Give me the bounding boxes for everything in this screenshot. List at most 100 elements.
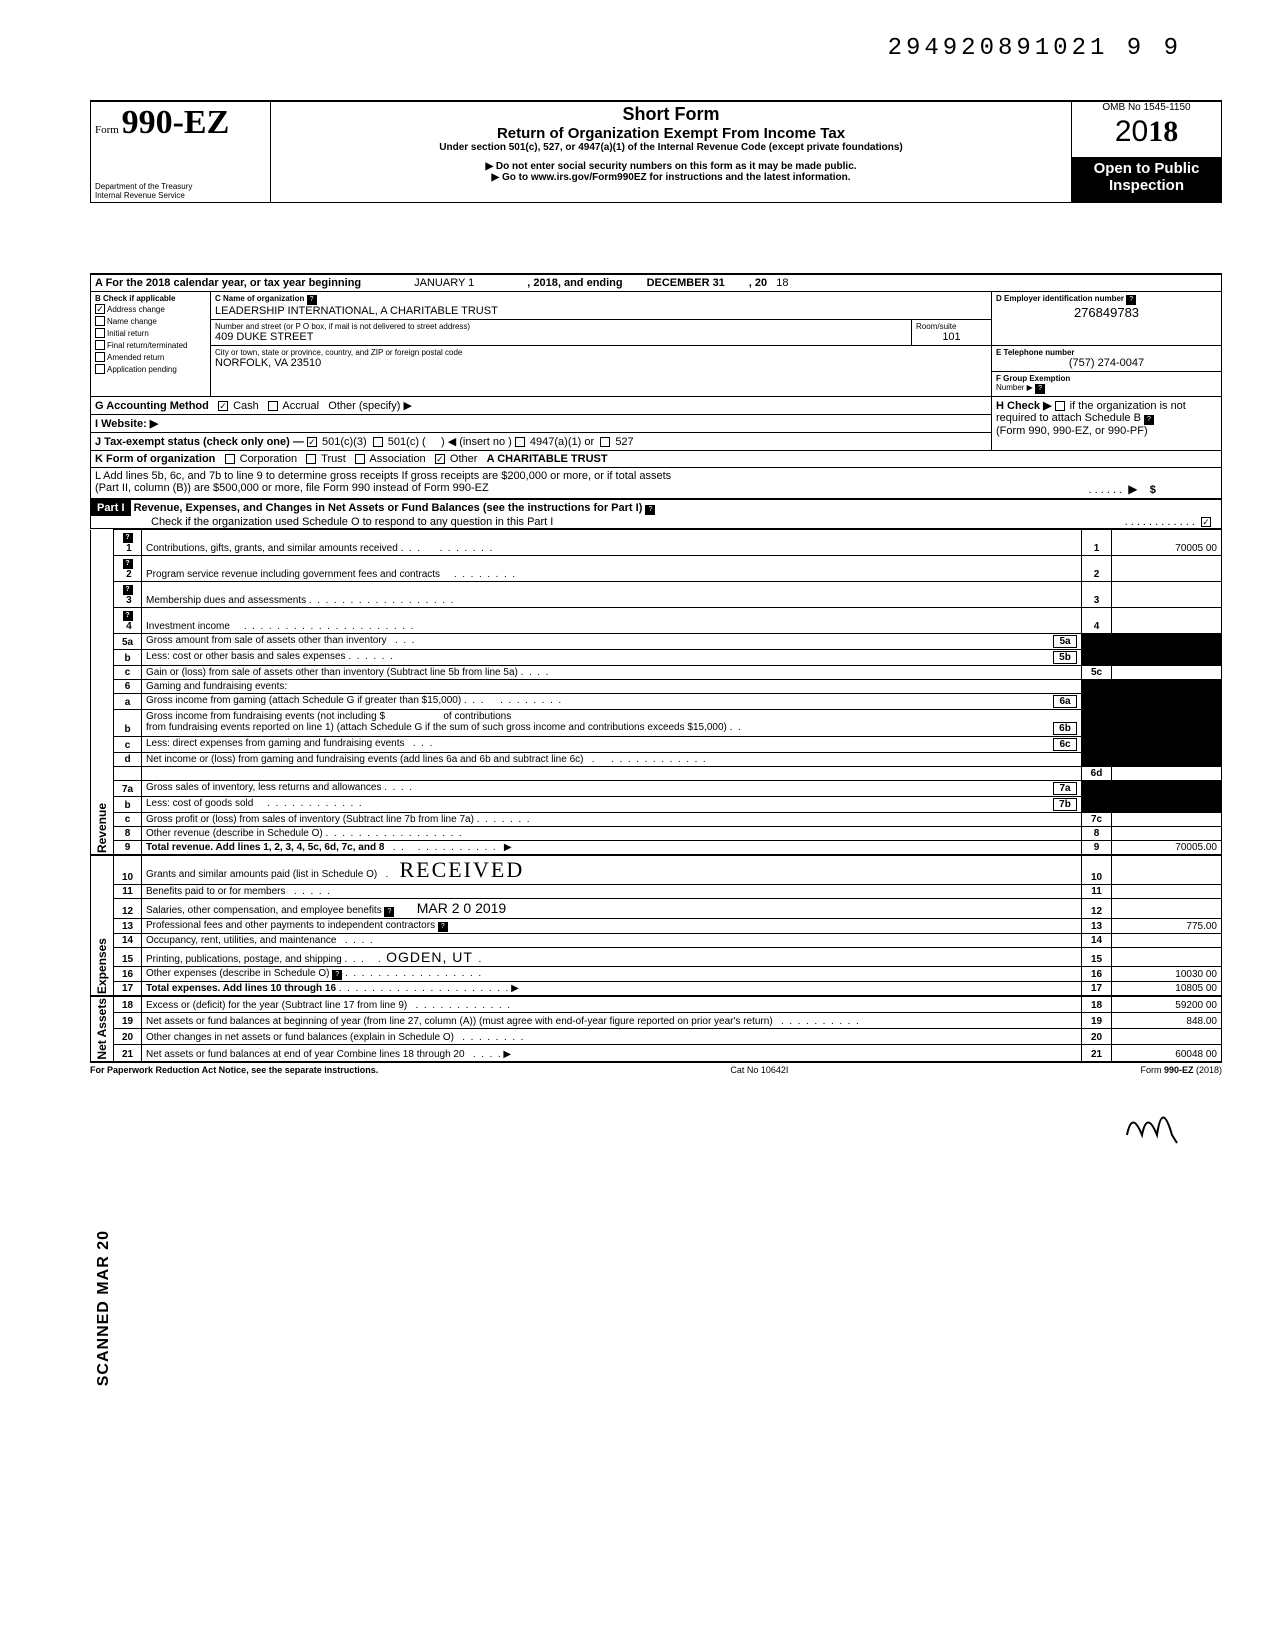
help-icon: ? (1126, 295, 1136, 305)
line-5b-desc: Less: cost or other basis and sales expe… (146, 651, 346, 662)
line-6b-desc3: from fundraising events reported on line… (146, 722, 727, 733)
period-label: A For the 2018 calendar year, or tax yea… (95, 277, 361, 289)
room-suite: 101 (916, 331, 987, 343)
footer: For Paperwork Reduction Act Notice, see … (90, 1065, 1222, 1075)
label-501c3: 501(c)(3) (322, 436, 367, 448)
document-locator-number: 294920891021 9 9 (888, 35, 1182, 62)
part1-title: Revenue, Expenses, and Changes in Net As… (134, 502, 643, 514)
check-application-pending[interactable] (95, 364, 105, 374)
label-501c: 501(c) ( (388, 436, 426, 448)
footer-cat: Cat No 10642I (730, 1065, 788, 1075)
check-527[interactable] (600, 437, 610, 447)
period-end3: 18 (776, 277, 788, 289)
title-main: Return of Organization Exempt From Incom… (275, 125, 1067, 142)
signature-mark (90, 1095, 1182, 1148)
line-15-desc: Printing, publications, postage, and shi… (146, 954, 342, 965)
label-amended-return: Amended return (107, 353, 164, 362)
label-application-pending: Application pending (107, 365, 177, 374)
period-mid: , 2018, and ending (527, 277, 622, 289)
part1-check-label: Check if the organization used Schedule … (151, 516, 553, 528)
line-6b-desc2: of contributions (443, 711, 511, 722)
label-address-change: Address change (107, 305, 165, 314)
label-527: 527 (615, 436, 633, 448)
footer-pra: For Paperwork Reduction Act Notice, see … (90, 1065, 378, 1075)
check-other-org[interactable] (435, 454, 445, 464)
help-icon: ? (1144, 415, 1154, 425)
label-accrual: Accrual (282, 400, 319, 412)
scanned-stamp: SCANNED MAR 20 (95, 1230, 113, 1386)
check-schedule-o-part1[interactable] (1201, 517, 1211, 527)
label-insert-no: ) ◀ (insert no ) (441, 436, 512, 448)
line-6c-desc: Less: direct expenses from gaming and fu… (146, 738, 404, 749)
check-name-change[interactable] (95, 316, 105, 326)
line-19-desc: Net assets or fund balances at beginning… (146, 1016, 773, 1027)
check-schedule-b[interactable] (1055, 401, 1065, 411)
check-final-return[interactable] (95, 340, 105, 350)
line-17-desc: Total expenses. Add lines 10 through 16 (146, 983, 336, 994)
line-18-amt: 59200 00 (1112, 996, 1222, 1013)
check-association[interactable] (355, 454, 365, 464)
box-l-line1: L Add lines 5b, 6c, and 7b to line 9 to … (95, 470, 1217, 482)
form-number: Form 990-EZ (95, 104, 266, 142)
line-7a-desc: Gross sales of inventory, less returns a… (146, 782, 381, 793)
help-icon: ? (307, 295, 317, 305)
title-goto: ▶ Go to www.irs.gov/Form990EZ for instru… (275, 172, 1067, 183)
label-other-method: Other (specify) ▶ (328, 400, 412, 412)
box-c-label: C Name of organization (215, 294, 304, 303)
telephone: (757) 274-0047 (996, 357, 1217, 369)
line-12-desc: Salaries, other compensation, and employ… (146, 905, 382, 916)
line-21-desc: Net assets or fund balances at end of ye… (146, 1049, 465, 1060)
line-6b-desc1: Gross income from fundraising events (no… (146, 711, 385, 722)
line-7b-desc: Less: cost of goods sold (146, 798, 253, 809)
box-d-label: D Employer identification number (996, 294, 1124, 303)
city-state-zip: NORFOLK, VA 23510 (215, 357, 987, 369)
check-initial-return[interactable] (95, 328, 105, 338)
line-4-desc: Investment income (146, 621, 230, 632)
check-trust[interactable] (306, 454, 316, 464)
box-i-website: I Website: ▶ (95, 418, 158, 430)
line-9-desc: Total revenue. Add lines 1, 2, 3, 4, 5c,… (146, 842, 384, 853)
line-11-desc: Benefits paid to or for members (146, 886, 286, 897)
check-address-change[interactable] (95, 304, 105, 314)
part1-lines: Revenue ? 1 Contributions, gifts, grants… (90, 529, 1222, 1063)
received-stamp: RECEIVED (399, 857, 524, 882)
check-accrual[interactable] (268, 401, 278, 411)
title-ssn-warning: ▶ Do not enter social security numbers o… (275, 161, 1067, 172)
line-21-amt: 60048 00 (1112, 1045, 1222, 1062)
check-amended-return[interactable] (95, 352, 105, 362)
label-4947a1: 4947(a)(1) or (530, 436, 594, 448)
box-b-label: B Check if applicable (95, 294, 175, 303)
label-other-org: Other (450, 453, 478, 465)
box-h-label: H Check ▶ (996, 400, 1052, 412)
addr-label: Number and street (or P O box, if mail i… (215, 322, 907, 331)
line-2-desc: Program service revenue including govern… (146, 569, 440, 580)
part1-header: Part I (91, 500, 131, 516)
box-l-line2: (Part II, column (B)) are $500,000 or mo… (95, 482, 489, 494)
org-name: LEADERSHIP INTERNATIONAL, A CHARITABLE T… (215, 305, 987, 317)
date-stamp: MAR 2 0 2019 (417, 900, 507, 916)
line-8-desc: Other revenue (describe in Schedule O) (146, 828, 323, 839)
box-f-label: F Group Exemption (996, 374, 1070, 383)
check-corporation[interactable] (225, 454, 235, 464)
box-k-label: K Form of organization (95, 453, 215, 465)
period-end: DECEMBER 31 (626, 277, 746, 289)
netassets-section-label: Net Assets (91, 996, 114, 1062)
check-cash[interactable] (218, 401, 228, 411)
revenue-section-label: Revenue (91, 530, 114, 856)
other-org-value: A CHARITABLE TRUST (487, 453, 608, 465)
check-501c[interactable] (373, 437, 383, 447)
box-j-label: J Tax-exempt status (check only one) — (95, 436, 304, 448)
dept-treasury: Department of the Treasury (95, 182, 266, 191)
line-16-amt: 10030 00 (1112, 967, 1222, 982)
footer-form: Form 990-EZ (2018) (1140, 1065, 1222, 1075)
period-end2: , 20 (749, 277, 767, 289)
line-14-desc: Occupancy, rent, utilities, and maintena… (146, 935, 336, 946)
help-icon: ? (645, 505, 655, 515)
line-6d-desc: Net income or (loss) from gaming and fun… (146, 754, 583, 765)
check-501c3[interactable] (307, 437, 317, 447)
tax-year: 20201818 (1072, 115, 1221, 149)
dept-irs: Internal Revenue Service (95, 191, 266, 200)
check-4947a1[interactable] (515, 437, 525, 447)
line-7c-desc: Gross profit or (loss) from sales of inv… (146, 814, 474, 825)
line-1-amt: 70005 00 (1112, 530, 1222, 556)
